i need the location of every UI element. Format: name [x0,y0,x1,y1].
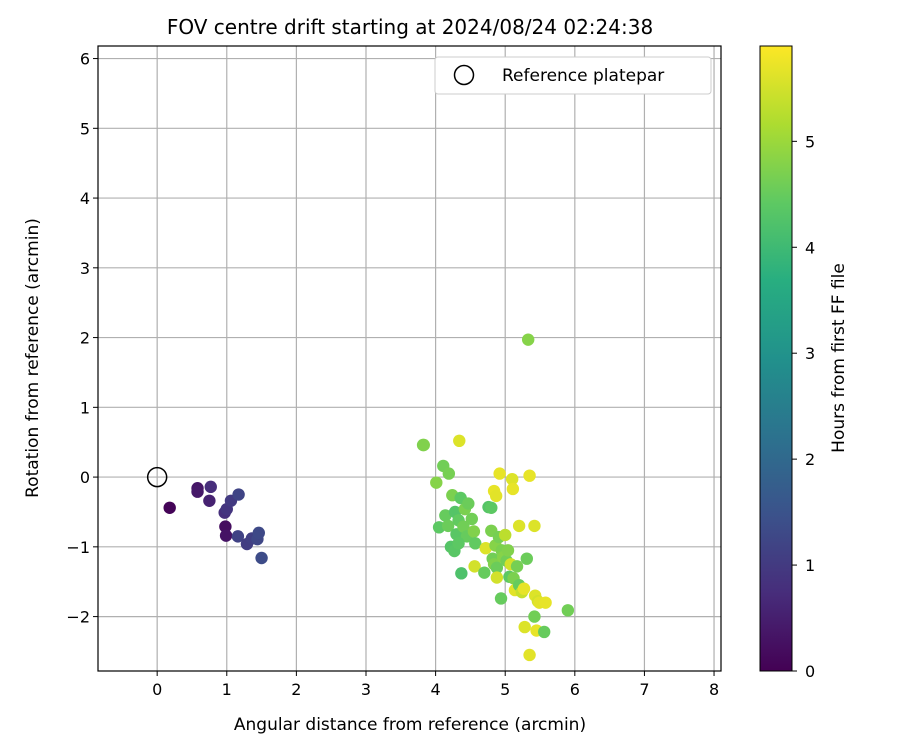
scatter-point [453,434,466,448]
scatter-point [478,566,491,579]
scatter-point [518,620,531,634]
colorbar-tick-label: 4 [805,238,815,257]
scatter-point [441,519,455,533]
colorbar-tick-label: 2 [805,450,815,469]
scatter-point [494,592,508,605]
y-tick-label: 0 [80,468,90,487]
y-tick-label: 5 [80,119,90,138]
colorbar-tick-label: 0 [805,662,815,681]
legend-open-circle-icon [453,64,475,86]
scatter-point [219,529,233,542]
colorbar-tick-label: 3 [805,344,815,363]
colorbar-tick-label: 1 [805,556,815,575]
grid [98,46,721,671]
scatter-point [465,512,478,526]
legend-box [434,56,712,95]
scatter-point [521,333,535,346]
scatter-point [499,528,512,542]
x-tick-label: 1 [222,680,232,699]
scatter-point [512,519,526,533]
scatter-point [528,610,541,623]
y-axis-label: Rotation from reference (arcmin) [23,218,43,498]
x-tick-label: 6 [570,680,580,699]
legend: Reference platepar [434,56,712,95]
scatter-point [430,476,443,489]
x-tick-label: 0 [152,680,162,699]
x-tick-label: 5 [500,680,510,699]
x-tick-label: 4 [431,680,441,699]
scatter-point [539,596,552,609]
x-tick-label: 8 [709,680,719,699]
scatter-point [442,467,456,480]
scatter-point [537,625,551,639]
scatter-point [490,571,504,584]
scatter-point [501,544,515,557]
scatter-point [455,567,468,580]
x-axis-ticks: 0 1 2 3 4 5 6 7 8 [152,671,719,699]
scatter-point [523,648,536,662]
reference-platepar-marker [146,466,168,488]
scatter-point [485,501,498,514]
y-axis-ticks: −2 −1 0 1 2 3 4 5 6 [66,50,98,627]
plot-area-frame [97,45,722,672]
y-tick-label: 2 [80,329,90,348]
scatter-point [506,482,520,496]
y-tick-label: 3 [80,259,90,278]
scatter-point [252,526,265,540]
scatter-point [479,542,492,555]
scatter-point [469,537,482,550]
x-axis-label: Angular distance from reference (arcmin) [234,715,586,735]
scatter-point [505,472,519,486]
scatter-point [462,497,475,510]
x-tick-label: 7 [639,680,649,699]
scatter-point [520,552,533,565]
scatter-point [517,582,531,595]
scatter-point [452,537,465,550]
scatter-point [468,560,481,573]
scatter-point [191,485,204,498]
scatter-point [490,561,504,574]
scatter-point [561,604,575,617]
colorbar-ticks: 0 1 2 3 4 5 [792,132,815,681]
y-tick-label: −2 [66,608,90,627]
x-tick-label: 3 [361,680,371,699]
scatter-point [204,480,217,494]
y-tick-label: 6 [80,50,90,69]
scatter-point [528,519,541,533]
scatter-point [467,525,481,538]
scatter-point [493,467,506,480]
data-points [146,333,575,662]
y-tick-label: 1 [80,398,90,417]
y-tick-label: −1 [66,538,90,557]
scatter-point [231,530,245,543]
scatter-point [457,520,470,533]
legend-label: Reference platepar [502,66,664,86]
scatter-point [489,489,503,503]
scatter-point [219,520,232,533]
scatter-point [163,501,176,514]
scatter-point [255,551,268,565]
x-tick-label: 2 [291,680,301,699]
scatter-point [417,438,430,452]
scatter-point [232,488,245,501]
scatter-point [439,509,452,522]
scatter-point [523,469,536,482]
chart-title: FOV centre drift starting at 2024/08/24 … [167,15,653,39]
colorbar: 0 1 2 3 4 5 Hours from first FF file [759,45,849,681]
colorbar-label: Hours from first FF file [829,263,849,453]
colorbar-tick-label: 5 [805,132,815,151]
scatter-point [203,494,216,507]
y-tick-label: 4 [80,189,90,208]
scatter-point [510,560,524,573]
colorbar-gradient [759,45,793,672]
